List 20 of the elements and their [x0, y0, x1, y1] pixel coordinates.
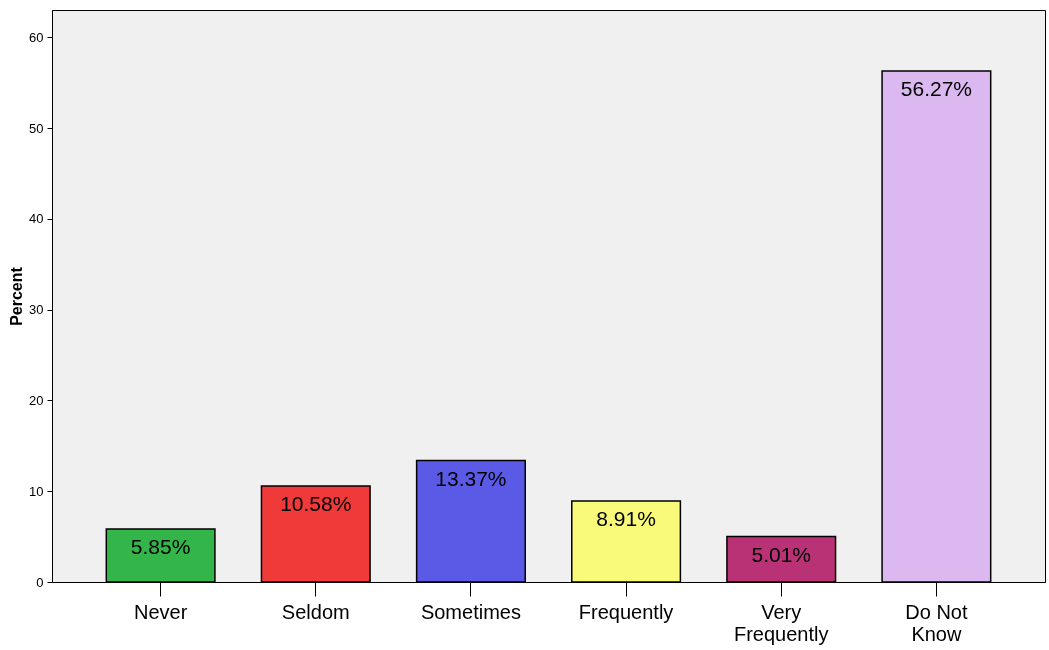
y-tick-label: 20 [29, 392, 44, 408]
x-tick-label: Do Not Know [905, 600, 968, 645]
y-tick-label: 0 [36, 574, 44, 590]
data-label: 5.85% [130, 534, 191, 558]
data-label: 10.58% [280, 491, 352, 515]
data-label: 5.01% [751, 542, 812, 566]
x-tick-label: Frequently [578, 600, 674, 623]
y-tick-label: 30 [29, 302, 44, 318]
y-axis-title: Percent [8, 266, 26, 326]
x-tick-label: Seldom [281, 600, 350, 623]
data-label: 8.91% [596, 507, 656, 531]
y-tick-label: 10 [29, 483, 44, 499]
data-label: 13.37% [435, 466, 507, 490]
y-tick-label: 50 [29, 120, 44, 136]
x-tick-label: Sometimes [420, 600, 521, 623]
y-tick-label: 40 [29, 211, 44, 227]
x-tick-label: Very Frequently [733, 600, 829, 645]
y-tick-label: 60 [29, 29, 44, 45]
x-tick-label: Never [133, 600, 188, 623]
data-label: 56.27% [900, 77, 973, 101]
